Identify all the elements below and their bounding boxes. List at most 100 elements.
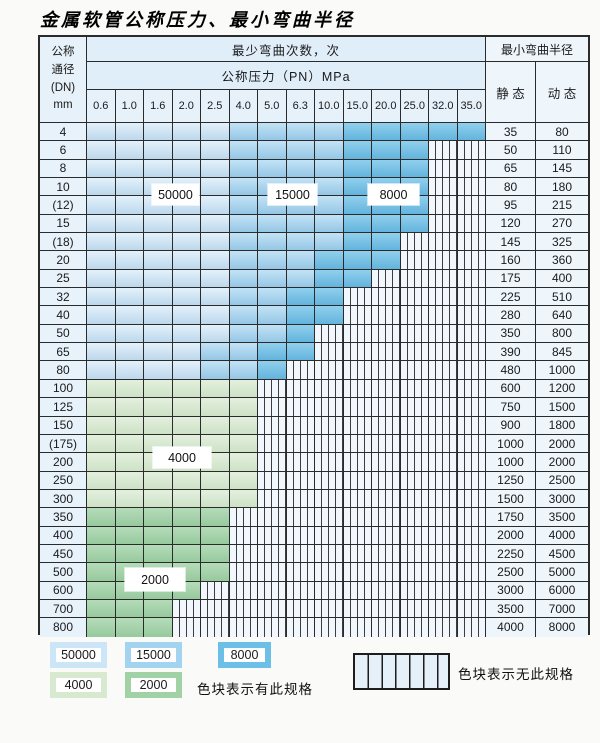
spec-cell (87, 288, 116, 307)
dn-value: 8 (40, 159, 87, 179)
spec-cell (429, 526, 458, 545)
spec-cell (343, 581, 372, 600)
legend-swatch-50000: 50000 (50, 642, 107, 668)
dn-value: 4 (40, 123, 87, 142)
spec-cells (87, 141, 486, 160)
spec-cell (115, 508, 144, 527)
spec-cell (315, 416, 344, 435)
static-radius-value: 1000 (486, 453, 536, 472)
spec-cell (400, 599, 429, 619)
spec-cell (87, 159, 116, 179)
table-row: 40 280 640 (40, 306, 588, 325)
cycles-label-4000: 4000 (153, 447, 211, 468)
dynamic-header: 动 态 (547, 86, 577, 101)
table-row: 350 1750 3500 (40, 508, 588, 527)
spec-cell (400, 379, 429, 399)
spec-cell (429, 141, 458, 160)
spec-cell (87, 563, 116, 582)
spec-cell (429, 379, 458, 399)
spec-cell (429, 416, 458, 435)
spec-cell (315, 251, 344, 270)
spec-cell (400, 526, 429, 545)
spec-cell (429, 306, 458, 325)
spec-cell (229, 489, 258, 509)
spec-cell (457, 544, 486, 564)
spec-cell (457, 361, 486, 380)
legend-swatch-2000: 2000 (125, 672, 182, 698)
table-header: 公称 通径 (DN) mm 最少弯曲次数，次 公称压力（PN）MPa 0.6 1.… (40, 37, 588, 123)
spec-cell (87, 141, 116, 160)
cycles-header-group: 最少弯曲次数，次 公称压力（PN）MPa 0.6 1.0 1.6 2.0 2.5 4.0 5… (87, 37, 486, 122)
spec-cells (87, 233, 486, 252)
table-row: 100 600 1200 (40, 379, 588, 399)
spec-cell (258, 233, 287, 252)
static-radius-value: 50 (486, 141, 536, 160)
spec-cell (429, 288, 458, 307)
spec-cell (229, 196, 258, 215)
spec-cells (87, 471, 486, 490)
spec-cell (286, 563, 315, 582)
spec-cell (343, 526, 372, 545)
spec-cell (429, 361, 458, 380)
spec-cell (315, 453, 344, 472)
table-body: 4 35 80 6 50 110 8 65 145 10 80 180 (12) 95 215 15 120 27… (40, 123, 588, 637)
spec-cell (343, 489, 372, 509)
dn-value: 300 (40, 489, 87, 509)
spec-cell (258, 123, 287, 142)
spec-cell (172, 343, 201, 362)
static-radius-value: 480 (486, 361, 536, 380)
spec-cell (457, 123, 486, 142)
spec-cell (400, 233, 429, 252)
spec-cell (144, 599, 173, 619)
spec-cell (429, 343, 458, 362)
spec-cells (87, 398, 486, 417)
spec-cell (457, 398, 486, 417)
spec-cell (201, 361, 230, 380)
spec-cell (343, 251, 372, 270)
table-row: 300 1500 3000 (40, 489, 588, 509)
spec-cell (172, 306, 201, 325)
spec-cell (144, 196, 173, 215)
spec-cell (229, 599, 258, 619)
dynamic-radius-value: 640 (536, 306, 588, 325)
spec-cell (429, 214, 458, 234)
spec-cell (258, 416, 287, 435)
table-row: 150 900 1800 (40, 416, 588, 435)
spec-cell (286, 526, 315, 545)
spec-cells (87, 618, 486, 637)
static-radius-value: 350 (486, 324, 536, 344)
spec-cell (429, 434, 458, 454)
spec-cell (201, 398, 230, 417)
dn-value: 150 (40, 416, 87, 435)
spec-cell (258, 618, 287, 637)
pressure-column-header: 4.0 (230, 90, 258, 122)
dynamic-radius-value: 2500 (536, 471, 588, 490)
spec-cell (172, 269, 201, 289)
spec-cell (172, 141, 201, 160)
spec-cell (258, 288, 287, 307)
spec-cell (172, 544, 201, 564)
pressure-column-header: 1.0 (116, 90, 144, 122)
spec-cell (229, 214, 258, 234)
dn-value: 100 (40, 379, 87, 399)
spec-cell (343, 178, 372, 197)
spec-cell (201, 288, 230, 307)
spec-cell (172, 123, 201, 142)
spec-cell (286, 599, 315, 619)
spec-cell (258, 434, 287, 454)
spec-cell (201, 618, 230, 637)
spec-cell (315, 471, 344, 490)
spec-cell (286, 361, 315, 380)
dynamic-radius-value: 110 (536, 141, 588, 160)
spec-cell (144, 398, 173, 417)
static-radius-value: 750 (486, 398, 536, 417)
spec-cell (144, 123, 173, 142)
spec-cell (400, 361, 429, 380)
spec-cell (429, 508, 458, 527)
static-radius-value: 80 (486, 178, 536, 197)
dn-value: 40 (40, 306, 87, 325)
dn-value: 65 (40, 343, 87, 362)
spec-cell (457, 159, 486, 179)
spec-cell (172, 288, 201, 307)
spec-cell (315, 379, 344, 399)
